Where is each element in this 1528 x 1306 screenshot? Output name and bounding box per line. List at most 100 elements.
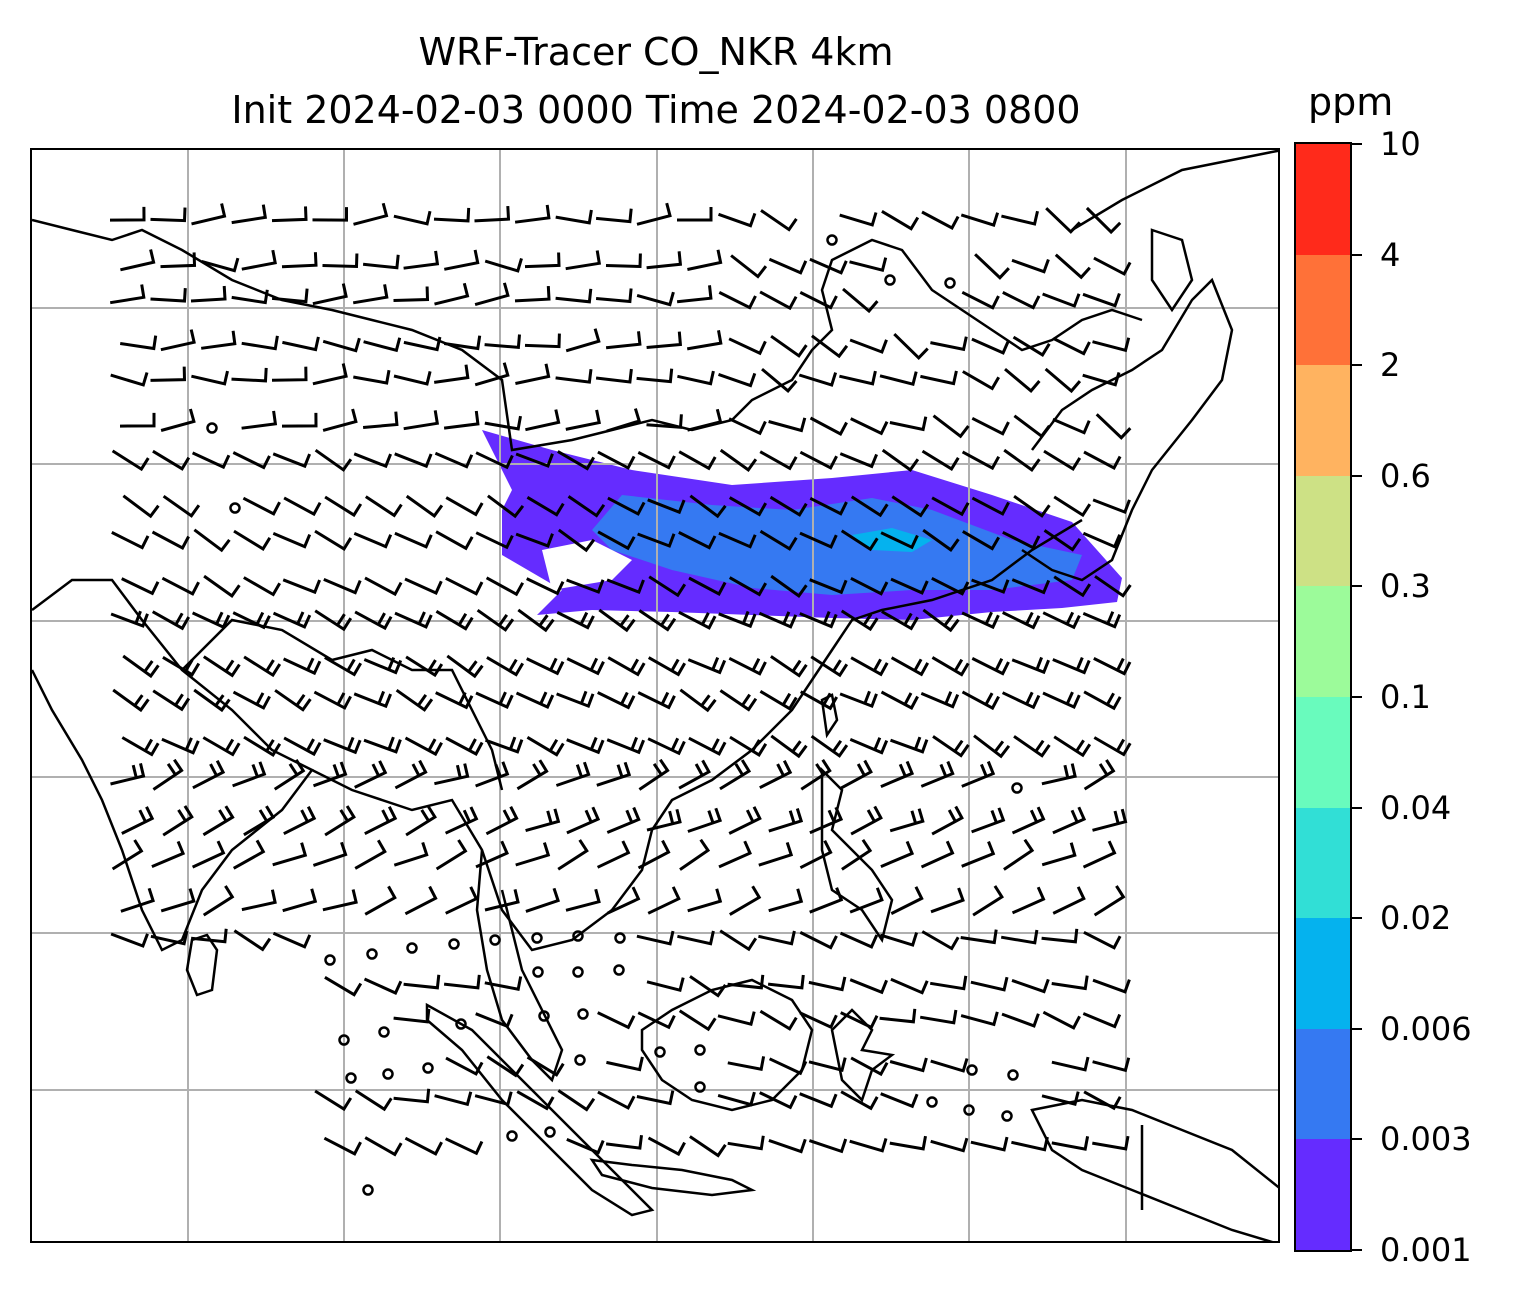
wind-barb (688, 576, 727, 597)
wind-barb (241, 249, 277, 271)
wind-barb (799, 690, 839, 711)
calm-marker (538, 1010, 550, 1022)
wind-barb (191, 370, 229, 386)
wind-barb (272, 532, 312, 549)
wind-barb (484, 889, 520, 912)
wind-barb (433, 364, 470, 384)
wind-barb (363, 337, 402, 353)
wind-barb (364, 806, 398, 836)
wind-barb (150, 930, 189, 946)
wind-barb (1041, 1091, 1080, 1107)
wind-barb (363, 977, 403, 995)
wind-barb (364, 1136, 403, 1157)
wind-barb (352, 284, 389, 305)
wind-barb (718, 372, 757, 388)
wind-barb (605, 253, 642, 269)
wind-barb (679, 838, 711, 871)
wind-barb (920, 760, 955, 788)
wind-barb (514, 204, 551, 224)
calm-marker (1001, 1110, 1013, 1122)
calm-marker (489, 934, 501, 946)
wind-barbs (109, 202, 1132, 1158)
wind-barb (687, 888, 723, 913)
wind-barb (404, 1136, 443, 1156)
wind-barb (200, 330, 237, 350)
wind-barb (1011, 1136, 1049, 1152)
wind-barb (646, 808, 682, 832)
wind-barb (1083, 759, 1116, 791)
calm-marker (345, 1072, 357, 1084)
wind-barb (243, 735, 282, 757)
wind-barb (162, 656, 201, 677)
wind-barb (768, 1057, 808, 1076)
wind-barb (1082, 292, 1121, 308)
wind-barb (556, 690, 595, 709)
wind-barb (970, 1136, 1009, 1152)
wind-barb (475, 451, 514, 470)
wind-barb (728, 496, 768, 517)
wind-barb (231, 204, 268, 225)
wind-barb (152, 689, 191, 712)
wind-barb (719, 759, 752, 791)
wind-barb (404, 736, 443, 757)
wind-barb (893, 333, 929, 361)
wind-barb (971, 496, 1010, 516)
wind-barb (557, 839, 589, 871)
wind-barb (920, 370, 958, 386)
wind-barb (717, 1011, 756, 1027)
wind-barb (1051, 975, 1089, 991)
wind-barb (890, 977, 929, 995)
wind-barb (717, 212, 757, 228)
wind-barb (689, 1135, 727, 1158)
wind-barb (120, 887, 155, 913)
sakhalin-coast (1150, 228, 1194, 313)
wind-barb (233, 529, 272, 551)
wind-barb (606, 408, 642, 433)
wind-barb (850, 1056, 889, 1077)
wind-barb (525, 887, 560, 913)
wind-barb (1053, 575, 1092, 598)
colorbar-tick-label: 0.04 (1380, 788, 1452, 827)
wind-barb (1093, 657, 1132, 676)
wind-barb (636, 1090, 675, 1106)
wind-barb (841, 838, 873, 871)
calm-marker (572, 966, 584, 978)
wind-barb (282, 336, 320, 352)
wind-barb (1002, 611, 1041, 630)
wind-barb (241, 410, 278, 430)
calm-marker (362, 1184, 374, 1196)
wind-barb (486, 656, 524, 677)
wind-barb (362, 411, 399, 429)
wind-barb (515, 363, 551, 385)
wind-barb (960, 212, 1000, 227)
wind-barb (283, 496, 322, 517)
wind-barb (880, 1092, 919, 1109)
wind-barb (931, 576, 970, 596)
wind-barb (961, 611, 1000, 630)
wind-barb (119, 335, 158, 351)
calm-marker (963, 1104, 975, 1116)
wind-barb (768, 808, 804, 833)
wind-barb (484, 415, 522, 431)
colorbar-tick (1352, 1027, 1362, 1030)
wind-barb (1092, 337, 1131, 353)
wind-barb (231, 289, 269, 305)
wind-barb (476, 608, 515, 632)
wind-barb (1082, 371, 1121, 387)
wind-barb (758, 611, 798, 629)
wind-barb (761, 367, 798, 394)
wind-barb (809, 496, 848, 516)
wind-barb (362, 254, 400, 270)
wind-barb (121, 736, 160, 757)
wind-barb (759, 529, 798, 551)
wind-barb (353, 532, 393, 549)
wind-barb (678, 450, 717, 471)
wind-barb (920, 691, 960, 709)
map-title: WRF-Tracer CO_NKR 4km (418, 30, 894, 74)
wind-barb (434, 451, 474, 469)
wind-barb (1011, 258, 1050, 274)
wind-barb (112, 688, 150, 713)
wind-barb (760, 209, 798, 232)
wind-barb (1052, 886, 1086, 915)
wind-barb (435, 691, 474, 710)
